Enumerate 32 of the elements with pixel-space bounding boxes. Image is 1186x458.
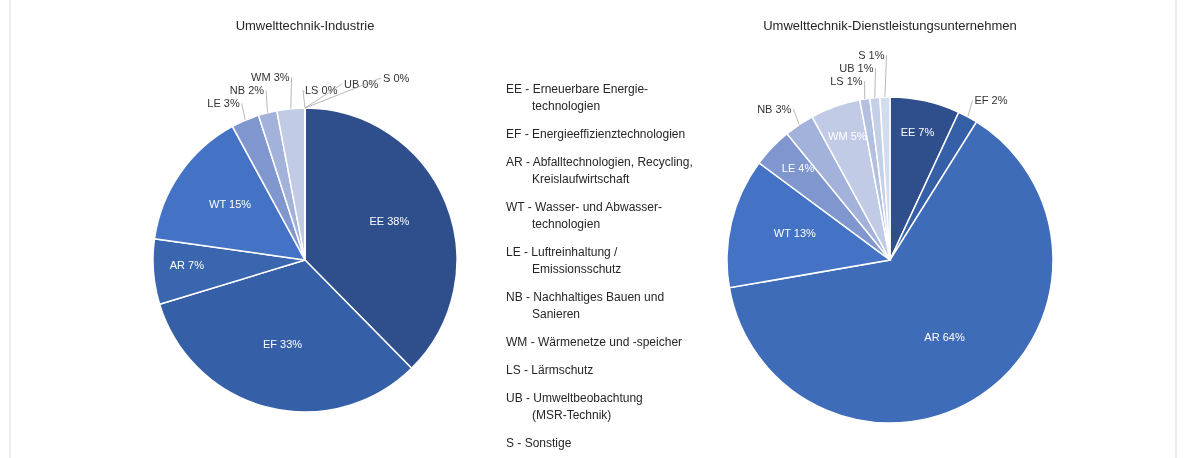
slice-label: WM 3% bbox=[251, 71, 290, 84]
category-label: S 0% bbox=[383, 72, 410, 84]
chart-title: Umwelttechnik-Dienstleistungsunternehmen bbox=[763, 18, 1017, 33]
category-label: UB 0% bbox=[344, 78, 379, 90]
slice-label: LE 3% bbox=[207, 97, 240, 110]
slice-label: EE 38% bbox=[369, 215, 410, 228]
category-label: LS 0% bbox=[305, 84, 338, 96]
slice-label: UB 1% bbox=[839, 62, 874, 75]
text: LE - Luftreinhaltung / Emissionsschutz bbox=[506, 245, 622, 276]
slice-label: NB 2% bbox=[229, 84, 265, 97]
slice-label: EF 2% bbox=[974, 94, 1008, 107]
chart-title: Umwelttechnik-Industrie bbox=[235, 18, 375, 33]
text: NB - Nachhaltiges Bauen und Sanieren bbox=[506, 290, 665, 321]
text: WM - Wärmenetze und -speicher bbox=[506, 335, 683, 349]
text: AR - Abfalltechnologien, Recycling, Kreislaufwirtschaft bbox=[506, 155, 693, 186]
text: LS - Lärmschutz bbox=[506, 363, 594, 377]
text: S - Sonstige bbox=[506, 436, 572, 450]
slice-label: NB 3% bbox=[757, 103, 792, 116]
slice-label: EE 7% bbox=[900, 125, 935, 138]
slice-label: AR 7% bbox=[169, 259, 205, 272]
slice-label: WT 13% bbox=[773, 227, 817, 240]
slice-label: WM 5% bbox=[828, 130, 867, 143]
slice-label: EF 33% bbox=[262, 338, 303, 351]
slice-label: LE 4% bbox=[781, 162, 815, 175]
slice-label: LS 1% bbox=[830, 75, 863, 88]
text: UB - Umweltbeobachtung (MSR-Technik) bbox=[506, 391, 643, 422]
text: EE - Erneuerbare Energie- technologien bbox=[506, 82, 649, 113]
slice-label: S 1% bbox=[858, 49, 885, 62]
slice-label: WT 15% bbox=[209, 198, 252, 211]
text: EF - Energieeffizienztechnologien bbox=[506, 127, 686, 141]
slice-label: AR 64% bbox=[924, 331, 965, 344]
text: WT - Wasser- und Abwasser- technologien bbox=[506, 200, 663, 231]
